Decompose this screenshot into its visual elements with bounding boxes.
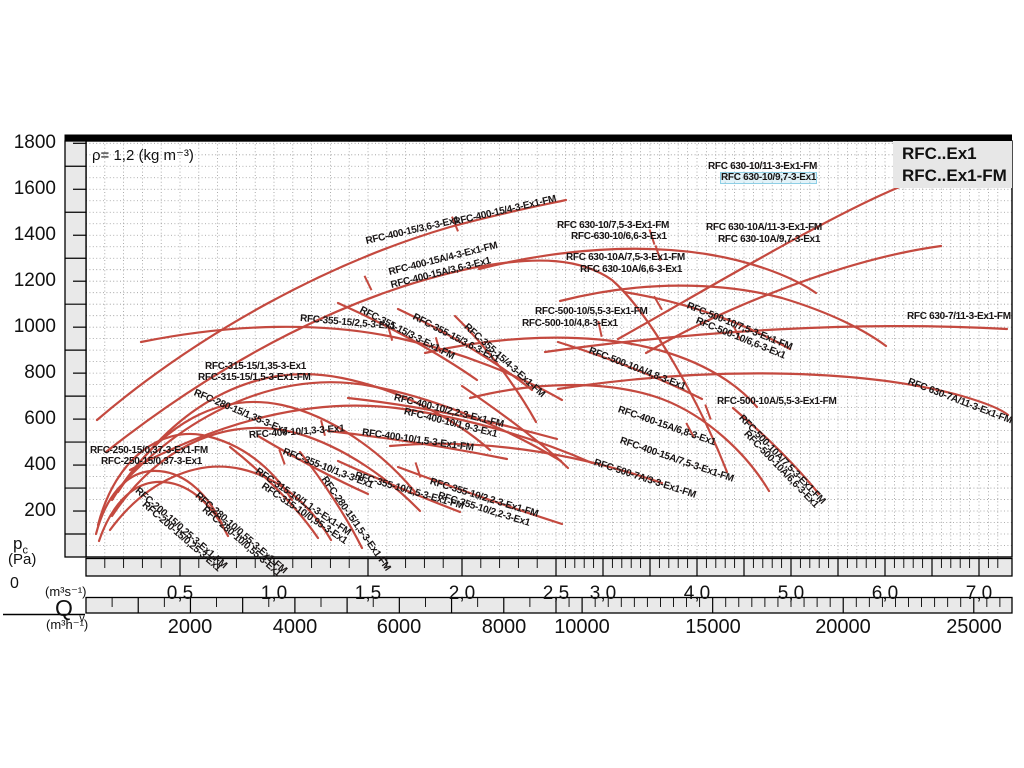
x-axis-unit-m3s: (m³s⁻¹) <box>45 584 87 599</box>
fan-curve-RFC-355-15/3,6 <box>396 307 534 392</box>
fan-curve-RFC-200-15 <box>97 480 230 543</box>
x-axis-m3h-tick-label: 15000 <box>685 616 741 638</box>
curve-label: RFC 630-7/11-3-Ex1-FM <box>907 311 1011 322</box>
y-axis-unit: (Pa) <box>8 551 37 568</box>
x-axis-m3h-tick-label: 2000 <box>167 616 213 638</box>
x-axis-m3h-tick-label: 25000 <box>946 616 1002 638</box>
fan-curve-RFC-355-10/2,2 <box>396 465 564 526</box>
flow-symbol-v: v <box>79 612 85 625</box>
y-axis-tick-label: 200 <box>24 500 56 522</box>
x-axis-m3s-tick-label: 2,5 <box>542 583 570 604</box>
x-axis-m3s-tick-label: 1,0 <box>260 583 288 604</box>
curve-label: RFC 630-10A/11-3-Ex1-FM <box>706 222 822 233</box>
y-axis-tick-label: 600 <box>24 408 56 430</box>
x-axis-m3h-tick-label: 8000 <box>481 616 527 638</box>
curve-label: RFC-250-15/0,37-3-Ex1-FM <box>90 445 208 456</box>
legend-line-2: RFC..Ex1-FM <box>902 166 1007 185</box>
y-axis-symbol-sub: c <box>22 544 28 557</box>
density-note: ρ= 1,2 (kg m⁻³) <box>92 147 194 164</box>
fan-curve-RFC-500-10/7,5 <box>622 290 792 351</box>
curve-label: RFC 630-10A/7,5-3-Ex1-FM <box>566 252 685 263</box>
curve-label-highlighted[interactable]: RFC 630-10/9,7-3-Ex1 <box>719 172 818 184</box>
y-axis-zero-label: 0 <box>10 575 19 592</box>
flow-symbol-q: Q <box>55 595 73 621</box>
y-axis-tick-label: 400 <box>24 454 56 476</box>
y-axis-tick-label: 1600 <box>13 178 56 200</box>
x-axis-unit-m3h: (m³h⁻¹) <box>46 617 89 632</box>
fan-curve-RFC-280-15/1,5 <box>298 450 364 550</box>
x-axis-m3h-tick-label: 10000 <box>554 616 610 638</box>
y-axis-tick-label: 800 <box>24 362 56 384</box>
fan-curve-RFC-500-10A/7,5 <box>731 406 821 496</box>
curve-label: RFC-315-15/1,35-3-Ex1 <box>205 361 306 372</box>
fan-curve-RFC-630-10A/7,5 <box>558 284 888 348</box>
x-axis-m3s-tick-label: 0,5 <box>166 583 194 604</box>
x-axis-m3s-tick-label: 4,0 <box>683 583 711 604</box>
legend-box: RFC..Ex1 RFC..Ex1-FM <box>893 141 1012 188</box>
fan-curve-RFC-355-15/3 <box>336 301 479 382</box>
fan-curve-RFC-500-7A <box>388 442 664 485</box>
x-axis-m3h-tick-label: 4000 <box>272 616 318 638</box>
fan-curve-RFC-630-10A <box>644 244 943 355</box>
flow-rate-symbol: Q v <box>55 595 85 625</box>
fan-curve-RFC-400-15A <box>104 259 729 474</box>
fan-curve-RFC-250-15 <box>96 432 294 527</box>
curve-range-ticks <box>278 163 943 478</box>
legend-line-1: RFC..Ex1 <box>902 144 977 163</box>
curve-label: RFC-630-10/6,6-3-Ex1 <box>571 231 667 242</box>
curve-label: RFC-500-10A/5,5-3-Ex1-FM <box>717 396 837 407</box>
curve-label: RFC-500-10/5,5-3-Ex1-FM <box>535 306 648 317</box>
x-axis-m3h-tick-label: 6000 <box>376 616 422 638</box>
x-axis-m3s-tick-label: 5,0 <box>777 583 805 604</box>
curve-label: RFC 630-10/11-3-Ex1-FM <box>708 161 818 172</box>
y-axis-title: pc <box>13 534 28 556</box>
fan-curve-RFC-500-10 <box>423 336 759 409</box>
fan-curve-RFC-280-10 <box>108 465 333 542</box>
fan-curve-RFC-400-15 <box>95 198 568 422</box>
fan-curve-RFC-355-15/4 <box>453 314 538 424</box>
fan-curve-RFC-315-15 <box>116 373 492 494</box>
y-axis-symbol: p <box>13 534 23 553</box>
y-axis-tick-label: 1400 <box>13 224 56 246</box>
fan-curve-RFC-630-10/7,5 <box>477 247 818 295</box>
fan-curve-RFC-630-7A <box>556 372 1010 417</box>
fan-curve-RFC-315-10 <box>110 426 422 518</box>
curve-label: RFC-315-15/1,5-3-Ex1-FM <box>198 372 311 383</box>
y-axis-tick-label: 1200 <box>13 270 56 292</box>
fan-curves <box>94 168 1010 550</box>
fan-curve-RFC-355-10/1,3 <box>256 434 370 496</box>
fan-curve-RFC-630-7 <box>543 325 1009 354</box>
fan-curve-RFC-400-10/1,9-2,2 <box>346 396 559 441</box>
curve-label: RFC 630-10A/6,6-3-Ex1 <box>580 264 683 275</box>
x-ruler-m3h <box>85 596 1013 614</box>
x-axis-m3s-tick-label: 3,0 <box>589 583 617 604</box>
curve-label: RFC-250-15/0,37-3-Ex1 <box>101 456 202 467</box>
x-axis-m3s-tick-label: 7,0 <box>965 583 993 604</box>
curve-label: RFC 630-10A/9,7-3-Ex1 <box>718 234 821 245</box>
x-axis-m3s-tick-label: 1,5 <box>354 583 382 604</box>
curve-label: RFC-500-10/4,8-3-Ex1 <box>522 318 618 329</box>
fan-curve-RFC-400-10 <box>128 404 594 472</box>
fan-curve-RFC-280-15 <box>110 400 417 502</box>
fan-curve-RFC-315-10/1,1 <box>228 445 320 540</box>
x-axis-m3h-tick-label: 20000 <box>815 616 871 638</box>
fan-curve-RFC-500-10A <box>468 383 771 493</box>
x-axis-m3s-tick-label: 6,0 <box>871 583 899 604</box>
y-axis-tick-label: 1800 <box>13 132 56 154</box>
y-axis-ruler <box>64 140 87 558</box>
y-axis-tick-label: 1000 <box>13 316 56 338</box>
x-ruler-m3s <box>85 557 1013 577</box>
fan-curve-RFC-355-10/1,5 <box>336 459 462 514</box>
x-axis-m3s-tick-label: 2,0 <box>448 583 476 604</box>
curve-label: RFC 630-10/7,5-3-Ex1-FM <box>557 220 670 231</box>
